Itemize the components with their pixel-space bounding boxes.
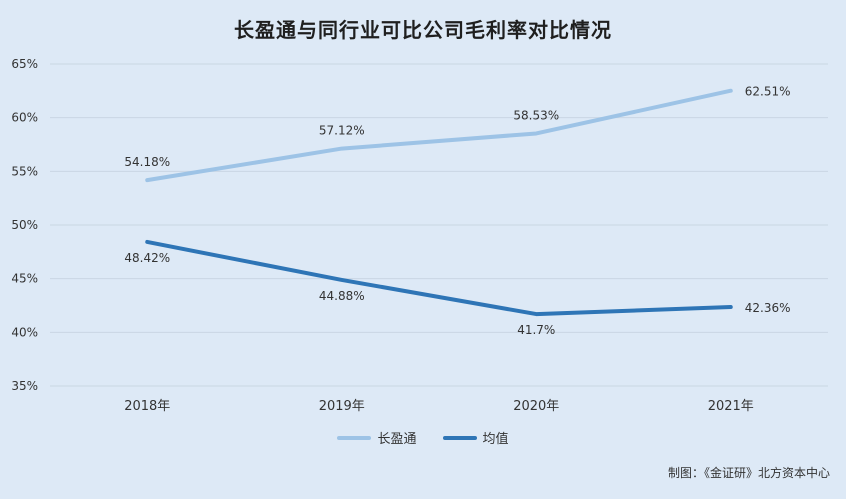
legend-item-company: 长盈通 (337, 428, 417, 447)
y-axis-ticks: 35% 40% 45% 50% 55% 60% 65% (11, 57, 38, 393)
series-line-average (145, 239, 733, 317)
x-tick-label: 2019年 (319, 399, 365, 414)
legend-swatch-average (442, 435, 477, 440)
data-label: 57.12% (319, 124, 365, 138)
data-label-layer: 54.18% 57.12% 58.53% 62.51% 48.42% 44.88% 41.7… (124, 85, 790, 337)
series-line-company (145, 88, 733, 183)
x-axis-ticks: 2018年 2019年 2020年 2021年 (124, 399, 754, 414)
y-tick-label: 40% (11, 325, 38, 339)
legend-item-average: 均值 (442, 428, 509, 447)
legend-label-average: 均值 (482, 432, 509, 447)
y-tick-label: 50% (11, 218, 38, 232)
data-label: 48.42% (124, 251, 170, 265)
chart-title: 长盈通与同行业可比公司毛利率对比情况 (234, 18, 612, 42)
y-tick-label: 60% (11, 111, 38, 125)
y-tick-label: 65% (11, 57, 38, 71)
data-label: 41.7% (517, 323, 555, 337)
source-note: 制图：《金证研》北方资本中心 (667, 466, 830, 480)
legend-swatch-company (337, 435, 372, 440)
x-tick-label: 2020年 (513, 399, 559, 414)
y-tick-label: 45% (11, 272, 38, 286)
series-layer (145, 88, 733, 317)
x-tick-label: 2021年 (708, 399, 754, 414)
data-label: 44.88% (319, 289, 365, 303)
y-tick-label: 55% (11, 164, 38, 178)
legend-label-company: 长盈通 (377, 432, 417, 447)
y-tick-label: 35% (11, 379, 38, 393)
data-label: 42.36% (745, 301, 791, 315)
x-tick-label: 2018年 (124, 399, 170, 414)
data-label: 58.53% (513, 108, 559, 122)
legend: 长盈通 均值 (0, 428, 846, 447)
grid-layer (50, 63, 828, 387)
data-label: 54.18% (124, 155, 170, 169)
data-label: 62.51% (745, 85, 791, 99)
